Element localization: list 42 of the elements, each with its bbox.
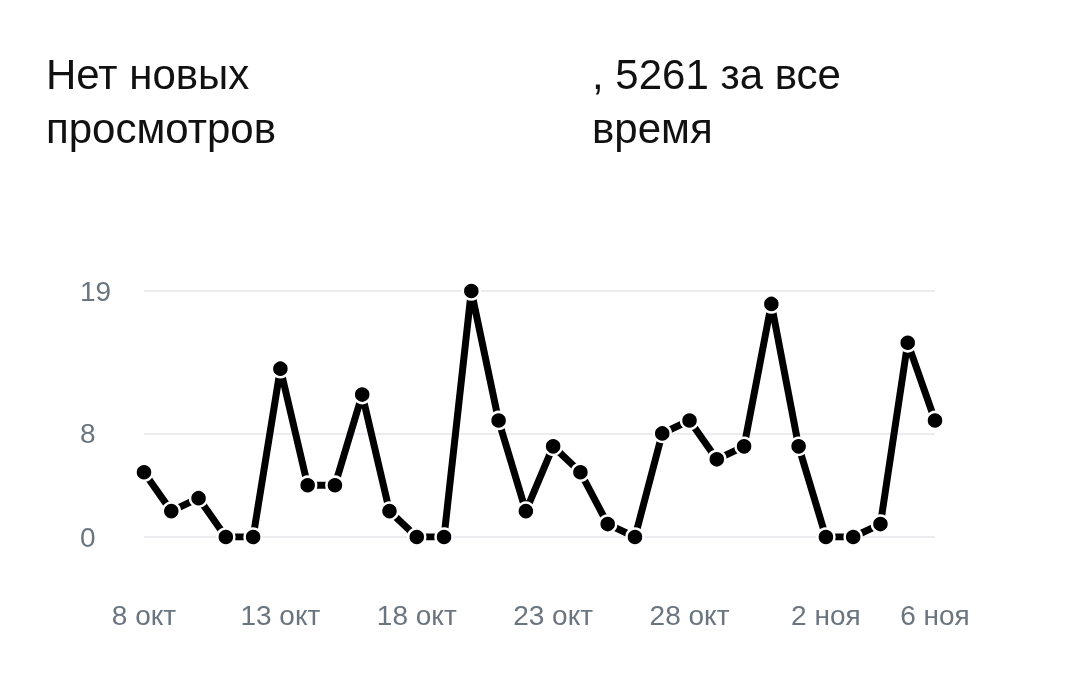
point xyxy=(243,527,263,547)
point xyxy=(597,514,618,534)
point xyxy=(816,527,836,547)
point xyxy=(325,475,345,495)
point xyxy=(461,281,482,301)
x-tick-label: 2 ноя xyxy=(791,599,861,631)
point xyxy=(652,423,672,444)
point xyxy=(897,333,918,353)
x-tick-label: 13 окт xyxy=(240,599,321,631)
point xyxy=(516,501,536,521)
y-tick-label: 8 xyxy=(80,417,96,449)
point xyxy=(570,462,591,483)
point xyxy=(679,410,700,431)
point xyxy=(488,410,509,431)
x-tick-label: 6 ноя xyxy=(900,599,970,631)
point xyxy=(543,436,563,457)
x-tick-label: 18 окт xyxy=(376,599,457,631)
point xyxy=(434,527,454,547)
point xyxy=(870,514,891,534)
point xyxy=(707,449,727,470)
chart-title: Нет новых просмотров xyxy=(46,50,278,154)
chart-subtitle: , 5261 за все время xyxy=(592,50,842,154)
x-tick-label: 28 окт xyxy=(649,599,730,631)
y-tick-label: 19 xyxy=(80,275,112,307)
point xyxy=(379,501,400,521)
point xyxy=(352,384,372,405)
point xyxy=(843,527,863,547)
point xyxy=(161,501,182,521)
point xyxy=(407,527,427,547)
point xyxy=(134,462,154,483)
x-tick-label: 23 окт xyxy=(513,599,594,631)
point xyxy=(297,475,318,495)
x-tick-label: 8 окт xyxy=(111,599,177,631)
point xyxy=(216,527,236,547)
point xyxy=(761,294,782,314)
point xyxy=(734,436,754,457)
point xyxy=(625,527,645,547)
point xyxy=(788,436,809,457)
point xyxy=(270,358,291,379)
y-tick-label: 0 xyxy=(80,521,96,553)
point xyxy=(188,488,209,508)
point xyxy=(925,410,945,431)
